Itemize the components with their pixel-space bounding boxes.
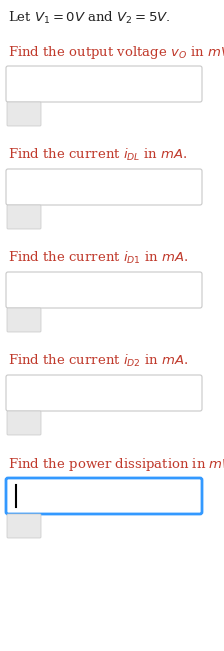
Text: Find the current $i_{DL}$ in $mA$.: Find the current $i_{DL}$ in $mA$.	[8, 147, 188, 163]
FancyBboxPatch shape	[7, 102, 41, 126]
FancyBboxPatch shape	[7, 411, 41, 435]
FancyBboxPatch shape	[6, 169, 202, 205]
FancyBboxPatch shape	[6, 272, 202, 308]
Text: Find the current $i_{D1}$ in $mA$.: Find the current $i_{D1}$ in $mA$.	[8, 250, 188, 266]
FancyBboxPatch shape	[7, 514, 41, 538]
Text: Find the current $i_{D2}$ in $mA$.: Find the current $i_{D2}$ in $mA$.	[8, 353, 188, 369]
FancyBboxPatch shape	[6, 375, 202, 411]
FancyBboxPatch shape	[6, 66, 202, 102]
FancyBboxPatch shape	[7, 308, 41, 332]
FancyBboxPatch shape	[7, 205, 41, 229]
FancyBboxPatch shape	[6, 478, 202, 514]
Text: Let $V_1 = 0V$ and $V_2 = 5V.$: Let $V_1 = 0V$ and $V_2 = 5V.$	[8, 10, 170, 26]
Text: Find the output voltage $v_O$ in $mV$.: Find the output voltage $v_O$ in $mV$.	[8, 44, 224, 61]
Text: Find the power dissipation in $mW$.: Find the power dissipation in $mW$.	[8, 456, 224, 473]
